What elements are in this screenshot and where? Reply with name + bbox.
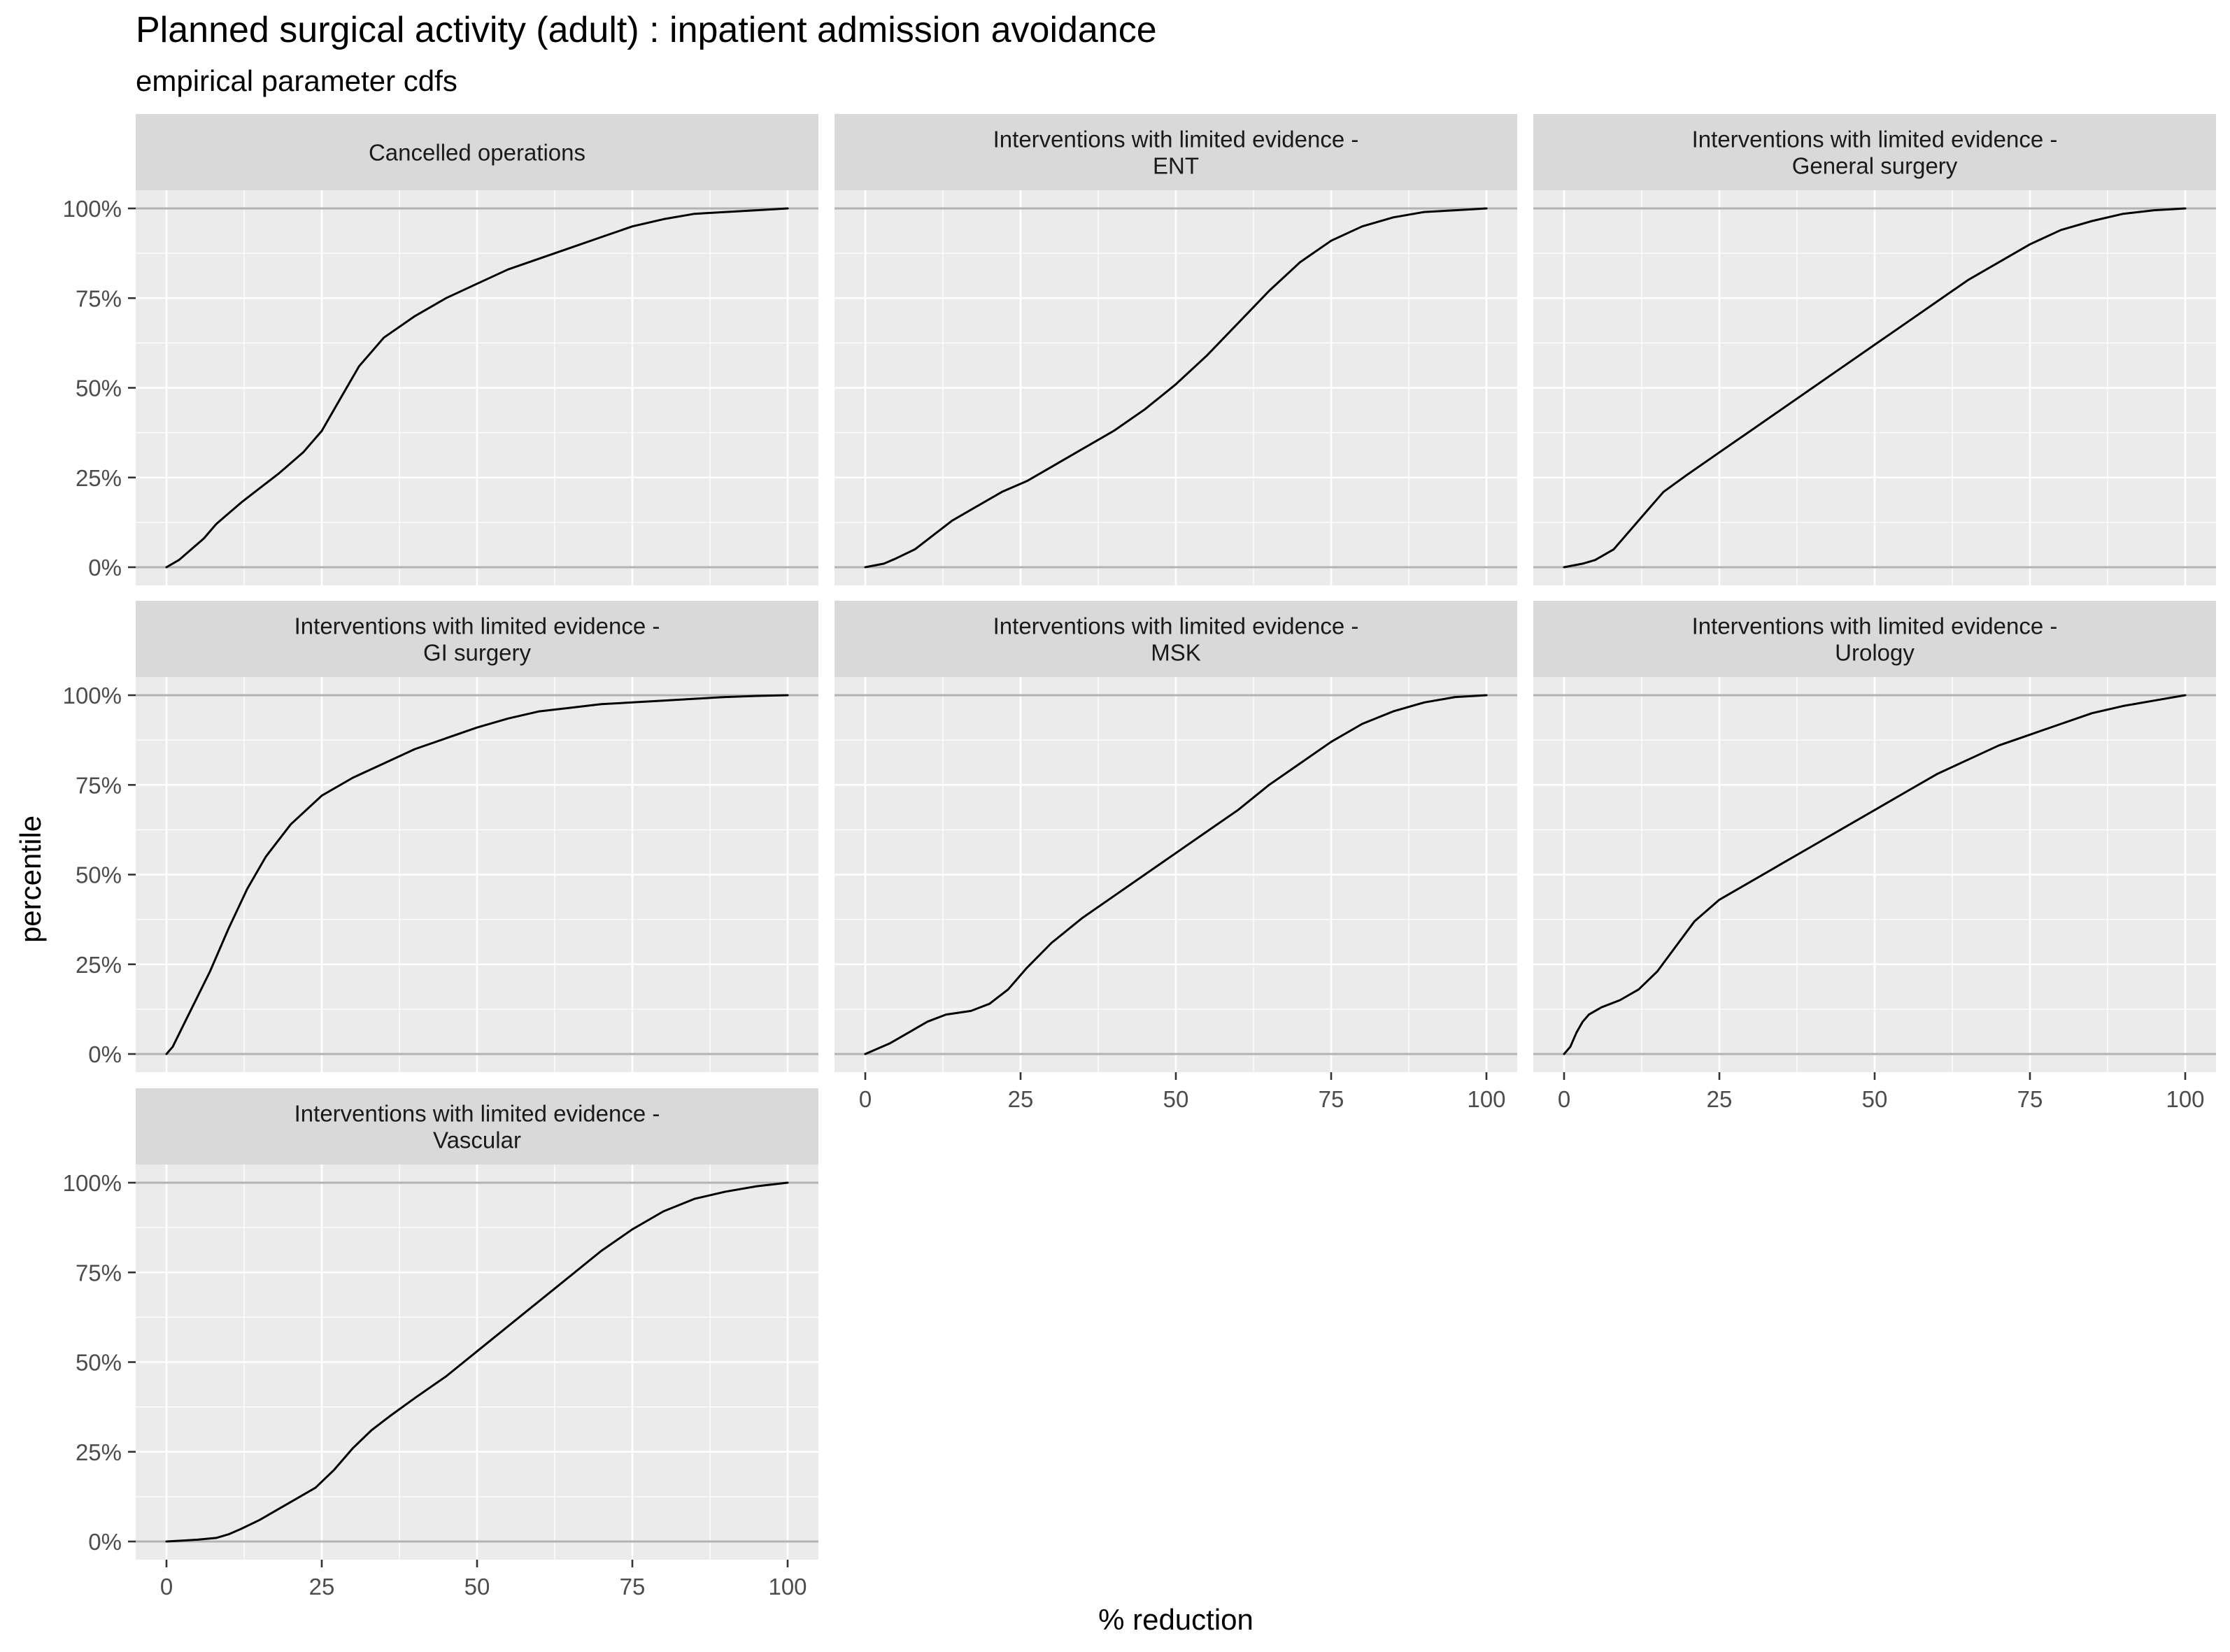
x-tick-label: 50 — [1862, 1086, 1888, 1112]
facet-strip-label: Cancelled operations — [369, 140, 585, 166]
facet-strip-label: Vascular — [433, 1127, 521, 1153]
facet-strip-label: MSK — [1151, 640, 1201, 666]
facet-strip-label: GI surgery — [423, 640, 532, 666]
x-tick-label: 100 — [1467, 1086, 1505, 1112]
cdf-series-line — [864, 207, 1488, 569]
facet-strip — [136, 114, 818, 190]
facet-strip-label: Urology — [1835, 640, 1915, 666]
x-tick-label: 0 — [1558, 1086, 1570, 1112]
x-tick-label: 100 — [2166, 1086, 2204, 1112]
x-tick-label: 50 — [464, 1574, 490, 1600]
y-tick-label: 0% — [88, 555, 122, 581]
facet-panel: Cancelled operations 0% 25% 50% 75% 100% — [63, 114, 818, 585]
y-tick-label: 25% — [76, 1439, 122, 1465]
y-tick-label: 75% — [76, 772, 122, 798]
cdf-series-line — [1563, 207, 2187, 569]
x-tick-label: 75 — [620, 1574, 646, 1600]
cdf-series-line — [1563, 694, 2187, 1055]
x-axis-title: % reduction — [1098, 1603, 1254, 1636]
y-tick-label: 50% — [76, 862, 122, 888]
facet-strip-label: Interventions with limited evidence - — [993, 127, 1359, 152]
x-tick-label: 25 — [1707, 1086, 1733, 1112]
facet-strip — [136, 601, 818, 677]
facet-panel: Interventions with limited evidence -Vas… — [63, 1088, 818, 1600]
facet-strip-label: Interventions with limited evidence - — [993, 613, 1359, 639]
cdf-series-line — [165, 1181, 789, 1543]
y-tick-label: 50% — [76, 1350, 122, 1376]
x-tick-label: 25 — [1008, 1086, 1034, 1112]
y-tick-label: 100% — [63, 196, 122, 222]
facet-panel: Interventions with limited evidence -Gen… — [1533, 114, 2216, 585]
y-axis-title: percentile — [14, 816, 47, 943]
facet-strip — [136, 1088, 818, 1165]
x-tick-label: 75 — [1319, 1086, 1344, 1112]
chart-subtitle: empirical parameter cdfs — [136, 64, 457, 97]
y-tick-label: 0% — [88, 1041, 122, 1067]
x-tick-label: 75 — [2017, 1086, 2043, 1112]
y-tick-label: 100% — [63, 1170, 122, 1196]
x-tick-label: 100 — [768, 1574, 807, 1600]
cdf-series-line — [165, 694, 789, 1055]
y-tick-label: 50% — [76, 376, 122, 401]
facet-panel: Interventions with limited evidence -ENT — [835, 114, 1517, 585]
chart-title: Planned surgical activity (adult) : inpa… — [136, 10, 1157, 50]
facet-strip — [1533, 601, 2216, 677]
cdf-series-line — [864, 694, 1488, 1055]
x-tick-label: 0 — [859, 1086, 872, 1112]
y-tick-label: 75% — [76, 285, 122, 311]
facet-strip-label: Interventions with limited evidence - — [294, 1101, 660, 1127]
facet-panel: Interventions with limited evidence -MSK… — [835, 601, 1517, 1112]
facet-strip-label: ENT — [1153, 153, 1199, 179]
y-tick-label: 25% — [76, 952, 122, 978]
x-tick-label: 0 — [160, 1574, 173, 1600]
facet-strip-label: Interventions with limited evidence - — [294, 613, 660, 639]
y-tick-label: 0% — [88, 1529, 122, 1555]
facet-strip — [835, 601, 1517, 677]
facet-strip — [1533, 114, 2216, 190]
x-tick-label: 50 — [1163, 1086, 1189, 1112]
facet-strip — [835, 114, 1517, 190]
facet-strip-label: Interventions with limited evidence - — [1692, 127, 2058, 152]
facet-strip-label: Interventions with limited evidence - — [1692, 613, 2058, 639]
facet-panels: Cancelled operations0%25%50%75%100%Inter… — [63, 114, 2216, 1600]
facet-panel: Interventions with limited evidence -GI … — [63, 601, 818, 1072]
y-tick-label: 25% — [76, 465, 122, 491]
facet-panel: Interventions with limited evidence -Uro… — [1533, 601, 2216, 1112]
y-tick-label: 75% — [76, 1260, 122, 1286]
facet-strip-label: General surgery — [1792, 153, 1958, 179]
x-tick-label: 25 — [309, 1574, 335, 1600]
cdf-series-line — [165, 207, 789, 569]
y-tick-label: 100% — [63, 683, 122, 708]
